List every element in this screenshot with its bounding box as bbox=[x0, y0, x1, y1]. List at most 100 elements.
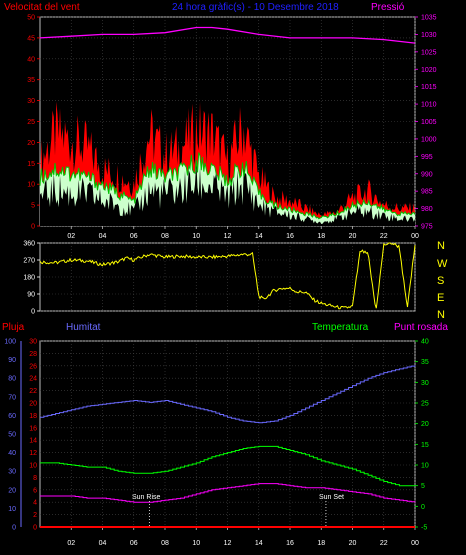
rain-y-tick-label: 14 bbox=[29, 438, 37, 445]
compass-n-top: N bbox=[437, 240, 445, 252]
chart-title: 24 hora gràfic(s) - 10 Desembre 2018 bbox=[172, 2, 339, 13]
wind-x-tick-label: 14 bbox=[255, 233, 263, 240]
rain-y-tick-label: 10 bbox=[29, 463, 37, 470]
pressure-y-tick-label: 990 bbox=[421, 171, 433, 178]
pressure-y-tick-label: 1015 bbox=[421, 84, 437, 91]
temperature-label: Temperatura bbox=[312, 322, 369, 333]
pressure-y-tick-label: 1030 bbox=[421, 32, 437, 39]
pressure-y-tick-label: 1000 bbox=[421, 136, 437, 143]
temperature-y-tick-label: 5 bbox=[421, 483, 425, 490]
temperature-y-tick-label: -5 bbox=[421, 525, 427, 532]
compass-n-bottom: N bbox=[437, 309, 445, 321]
wind-x-tick-label: 04 bbox=[99, 233, 107, 240]
climate-x-tick-label: 10 bbox=[192, 540, 200, 547]
wind-x-tick-label: 06 bbox=[130, 233, 138, 240]
wind-y-tick-label: 15 bbox=[27, 161, 35, 168]
rain-y-tick-label: 22 bbox=[29, 388, 37, 395]
wind-x-tick-label: 00 bbox=[411, 233, 419, 240]
wind-direction-line bbox=[39, 242, 416, 310]
wind-average-line bbox=[39, 152, 416, 220]
wind-y-tick-label: 0 bbox=[31, 224, 35, 231]
pressure-y-tick-label: 985 bbox=[421, 189, 433, 196]
wind-y-tick-label: 25 bbox=[27, 119, 35, 126]
humidity-y-tick-label: 60 bbox=[8, 413, 16, 420]
pressure-y-tick-label: 1010 bbox=[421, 102, 437, 109]
climate-x-tick-label: 08 bbox=[161, 540, 169, 547]
humidity-y-tick-label: 70 bbox=[8, 394, 16, 401]
wind-x-tick-label: 18 bbox=[317, 233, 325, 240]
dewpoint-label: Punt rosada bbox=[394, 322, 448, 333]
sunset-label: Sun Set bbox=[319, 494, 344, 501]
rain-y-tick-label: 2 bbox=[33, 512, 37, 519]
compass-w: W bbox=[437, 258, 448, 270]
rain-y-tick-label: 20 bbox=[29, 401, 37, 408]
wind-y-tick-label: 5 bbox=[31, 203, 35, 210]
wind-y-tick-label: 10 bbox=[27, 182, 35, 189]
temperature-y-tick-label: 40 bbox=[421, 339, 429, 346]
climate-x-tick-label: 14 bbox=[255, 540, 263, 547]
wind-gust-area bbox=[40, 101, 415, 226]
sunrise-label: Sun Rise bbox=[132, 494, 161, 501]
wind-low-area bbox=[40, 161, 415, 226]
rain-y-tick-label: 0 bbox=[33, 525, 37, 532]
wind-speed-label: Velocitat del vent bbox=[4, 2, 80, 13]
compass-s: S bbox=[437, 275, 444, 287]
rain-y-tick-label: 28 bbox=[29, 351, 37, 358]
wind-x-tick-label: 20 bbox=[349, 233, 357, 240]
pressure-y-tick-label: 975 bbox=[421, 224, 433, 231]
temperature-line bbox=[40, 445, 415, 487]
climate-x-tick-label: 02 bbox=[67, 540, 75, 547]
rain-y-tick-label: 4 bbox=[33, 500, 37, 507]
wind-x-tick-label: 12 bbox=[224, 233, 232, 240]
humidity-y-tick-label: 50 bbox=[8, 432, 16, 439]
pressure-label: Pressió bbox=[371, 2, 405, 13]
pressure-y-tick-label: 1020 bbox=[421, 67, 437, 74]
rain-y-tick-label: 12 bbox=[29, 450, 37, 457]
direction-y-tick-label: 90 bbox=[27, 292, 35, 299]
temperature-y-tick-label: 0 bbox=[421, 504, 425, 511]
rain-y-tick-label: 6 bbox=[33, 487, 37, 494]
pressure-y-tick-label: 1005 bbox=[421, 119, 437, 126]
humidity-y-tick-label: 40 bbox=[8, 450, 16, 457]
wind-x-tick-label: 02 bbox=[67, 233, 75, 240]
humidity-y-tick-label: 80 bbox=[8, 376, 16, 383]
wind-y-tick-label: 40 bbox=[27, 56, 35, 63]
humidity-y-tick-label: 90 bbox=[8, 357, 16, 364]
humidity-y-tick-label: 100 bbox=[4, 339, 16, 346]
wind-x-tick-label: 10 bbox=[192, 233, 200, 240]
climate-x-tick-label: 04 bbox=[99, 540, 107, 547]
pressure-y-tick-label: 980 bbox=[421, 206, 433, 213]
direction-y-tick-label: 180 bbox=[23, 275, 35, 282]
temperature-y-tick-label: 15 bbox=[421, 442, 429, 449]
rain-y-tick-label: 24 bbox=[29, 376, 37, 383]
wind-y-tick-label: 30 bbox=[27, 98, 35, 105]
temperature-y-tick-label: 35 bbox=[421, 359, 429, 366]
wind-x-tick-label: 16 bbox=[286, 233, 294, 240]
wind-x-tick-label: 08 bbox=[161, 233, 169, 240]
compass-e: E bbox=[437, 292, 444, 304]
rain-label: Pluja bbox=[2, 322, 25, 333]
rain-y-tick-label: 26 bbox=[29, 363, 37, 370]
rain-y-tick-label: 8 bbox=[33, 475, 37, 482]
rain-y-tick-label: 18 bbox=[29, 413, 37, 420]
humidity-label: Humitat bbox=[66, 322, 101, 333]
humidity-line bbox=[40, 365, 416, 424]
rain-y-tick-label: 16 bbox=[29, 425, 37, 432]
temperature-y-tick-label: 25 bbox=[421, 401, 429, 408]
humidity-y-tick-label: 20 bbox=[8, 487, 16, 494]
climate-x-tick-label: 06 bbox=[130, 540, 138, 547]
chart-marks: 0510152025303540455097598098599099510001… bbox=[4, 15, 436, 548]
rain-y-tick-label: 30 bbox=[29, 339, 37, 346]
temperature-y-tick-label: 10 bbox=[421, 463, 429, 470]
humidity-y-tick-label: 10 bbox=[8, 506, 16, 513]
climate-x-tick-label: 12 bbox=[224, 540, 232, 547]
pressure-y-tick-label: 1025 bbox=[421, 49, 437, 56]
climate-x-tick-label: 18 bbox=[317, 540, 325, 547]
wind-x-tick-label: 22 bbox=[380, 233, 388, 240]
wind-y-tick-label: 20 bbox=[27, 140, 35, 147]
pressure-line bbox=[39, 26, 416, 44]
wind-y-tick-label: 35 bbox=[27, 77, 35, 84]
climate-x-tick-label: 16 bbox=[286, 540, 294, 547]
